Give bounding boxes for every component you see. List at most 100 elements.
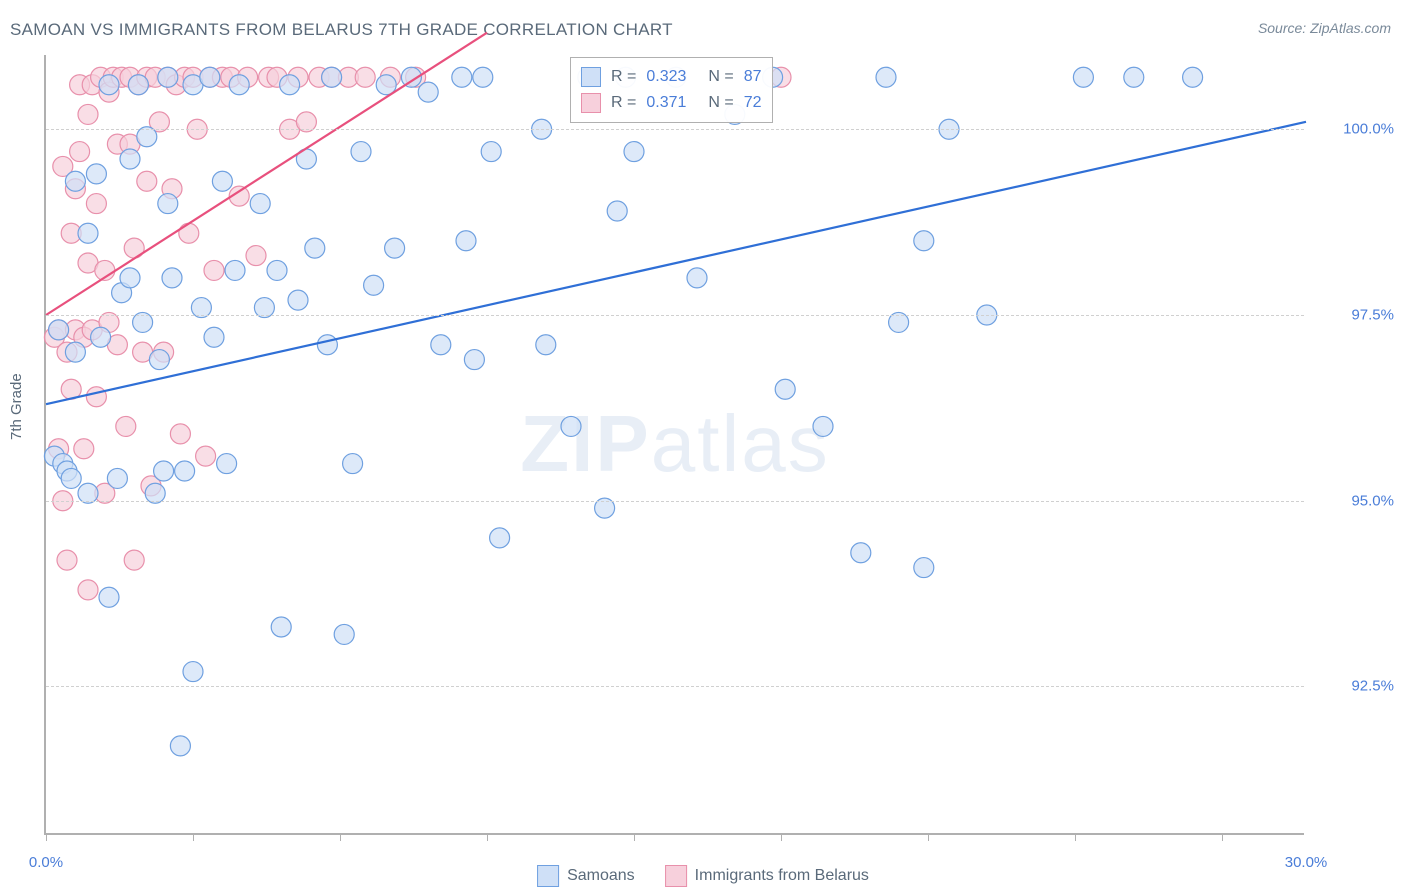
legend-bottom: Samoans Immigrants from Belarus (537, 865, 869, 887)
data-point (355, 67, 375, 87)
data-point (456, 231, 476, 251)
data-point (288, 290, 308, 310)
data-point (149, 350, 169, 370)
data-point (351, 142, 371, 162)
legend-item-belarus: Immigrants from Belarus (665, 865, 869, 887)
data-point (91, 327, 111, 347)
data-point (99, 587, 119, 607)
data-point (158, 67, 178, 87)
xtick-mark (1222, 833, 1223, 841)
data-point (418, 82, 438, 102)
xtick-mark (928, 833, 929, 841)
data-point (78, 104, 98, 124)
legend-swatch-belarus (665, 865, 687, 887)
stats-r-samoans: 0.323 (646, 64, 686, 90)
stats-row-samoans: R = 0.323 N = 87 (581, 64, 762, 90)
data-point (86, 164, 106, 184)
data-point (65, 171, 85, 191)
ytick-label: 92.5% (1351, 678, 1394, 695)
data-point (175, 461, 195, 481)
xtick-mark (46, 833, 47, 841)
data-point (204, 327, 224, 347)
stats-label-n: N = (708, 64, 733, 90)
stats-r-belarus: 0.371 (646, 90, 686, 116)
data-point (179, 223, 199, 243)
data-point (116, 416, 136, 436)
data-point (267, 260, 287, 280)
data-point (334, 624, 354, 644)
legend-label-samoans: Samoans (567, 867, 635, 885)
legend-label-belarus: Immigrants from Belarus (695, 867, 869, 885)
ytick-label: 100.0% (1343, 121, 1394, 138)
gridline (46, 315, 1304, 316)
ytick-label: 97.5% (1351, 307, 1394, 324)
xtick-mark (1075, 833, 1076, 841)
data-point (876, 67, 896, 87)
data-point (431, 335, 451, 355)
gridline (46, 501, 1304, 502)
xtick-mark (193, 833, 194, 841)
data-point (452, 67, 472, 87)
stats-n-samoans: 87 (744, 64, 762, 90)
data-point (490, 528, 510, 548)
data-point (914, 558, 934, 578)
data-point (137, 171, 157, 191)
data-point (107, 468, 127, 488)
xtick-label: 0.0% (29, 854, 63, 871)
data-point (775, 379, 795, 399)
stats-swatch-belarus (581, 93, 601, 113)
data-point (196, 446, 216, 466)
y-axis-label: 7th Grade (8, 373, 25, 440)
data-point (364, 275, 384, 295)
gridline (46, 129, 1304, 130)
data-point (158, 194, 178, 214)
data-point (162, 268, 182, 288)
data-point (86, 194, 106, 214)
stats-n-belarus: 72 (744, 90, 762, 116)
data-point (305, 238, 325, 258)
data-point (86, 387, 106, 407)
data-point (200, 67, 220, 87)
data-point (124, 550, 144, 570)
data-point (78, 223, 98, 243)
data-point (473, 67, 493, 87)
data-point (385, 238, 405, 258)
data-point (57, 550, 77, 570)
data-point (536, 335, 556, 355)
data-point (813, 416, 833, 436)
data-point (1124, 67, 1144, 87)
source-label: Source: ZipAtlas.com (1258, 20, 1391, 36)
xtick-mark (340, 833, 341, 841)
data-point (624, 142, 644, 162)
data-point (183, 662, 203, 682)
data-point (49, 320, 69, 340)
data-point (212, 171, 232, 191)
data-point (464, 350, 484, 370)
data-point (120, 149, 140, 169)
data-point (170, 424, 190, 444)
data-point (851, 543, 871, 563)
gridline (46, 686, 1304, 687)
stats-label-n2: N = (708, 90, 733, 116)
data-point (914, 231, 934, 251)
data-point (217, 454, 237, 474)
data-point (128, 75, 148, 95)
data-point (61, 468, 81, 488)
legend-item-samoans: Samoans (537, 865, 635, 887)
data-point (70, 142, 90, 162)
data-point (271, 617, 291, 637)
stats-label-r2: R = (611, 90, 636, 116)
xtick-mark (487, 833, 488, 841)
stats-row-belarus: R = 0.371 N = 72 (581, 90, 762, 116)
data-point (170, 736, 190, 756)
plot-area: ZIPatlas R = 0.323 N = 87 R = 0.371 N = … (44, 55, 1304, 835)
xtick-mark (781, 833, 782, 841)
data-point (120, 268, 140, 288)
data-point (99, 75, 119, 95)
stats-legend: R = 0.323 N = 87 R = 0.371 N = 72 (570, 57, 773, 123)
data-point (78, 580, 98, 600)
data-point (322, 67, 342, 87)
data-point (154, 461, 174, 481)
legend-swatch-samoans (537, 865, 559, 887)
scatter-svg (46, 55, 1306, 835)
